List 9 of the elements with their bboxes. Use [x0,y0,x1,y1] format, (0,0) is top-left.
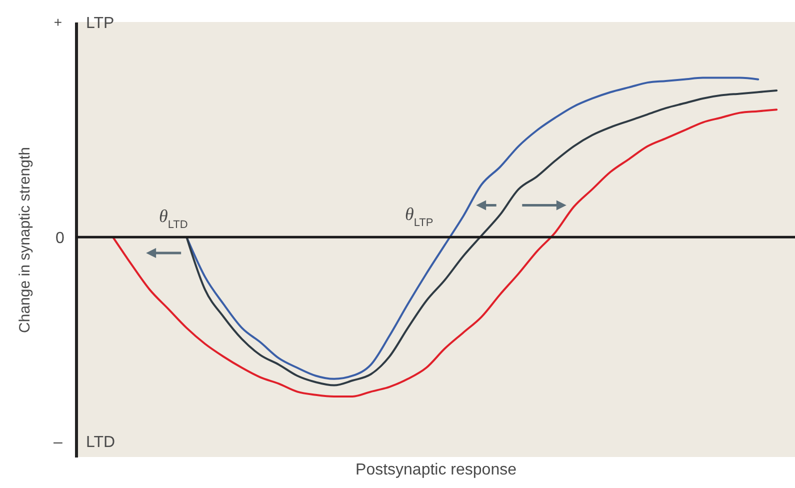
annotation: θ$_{LTD}$ [159,206,188,231]
text: LTP [86,15,114,32]
x-axis-title: Postsynaptic response [356,462,517,478]
text: + [54,14,62,30]
text: – [54,434,63,451]
y-axis-title: Change in synaptic strength [16,147,34,333]
annotation: θ$_{LTP}$ [405,204,434,229]
text: 0 [56,230,65,247]
text: LTD [86,434,116,451]
